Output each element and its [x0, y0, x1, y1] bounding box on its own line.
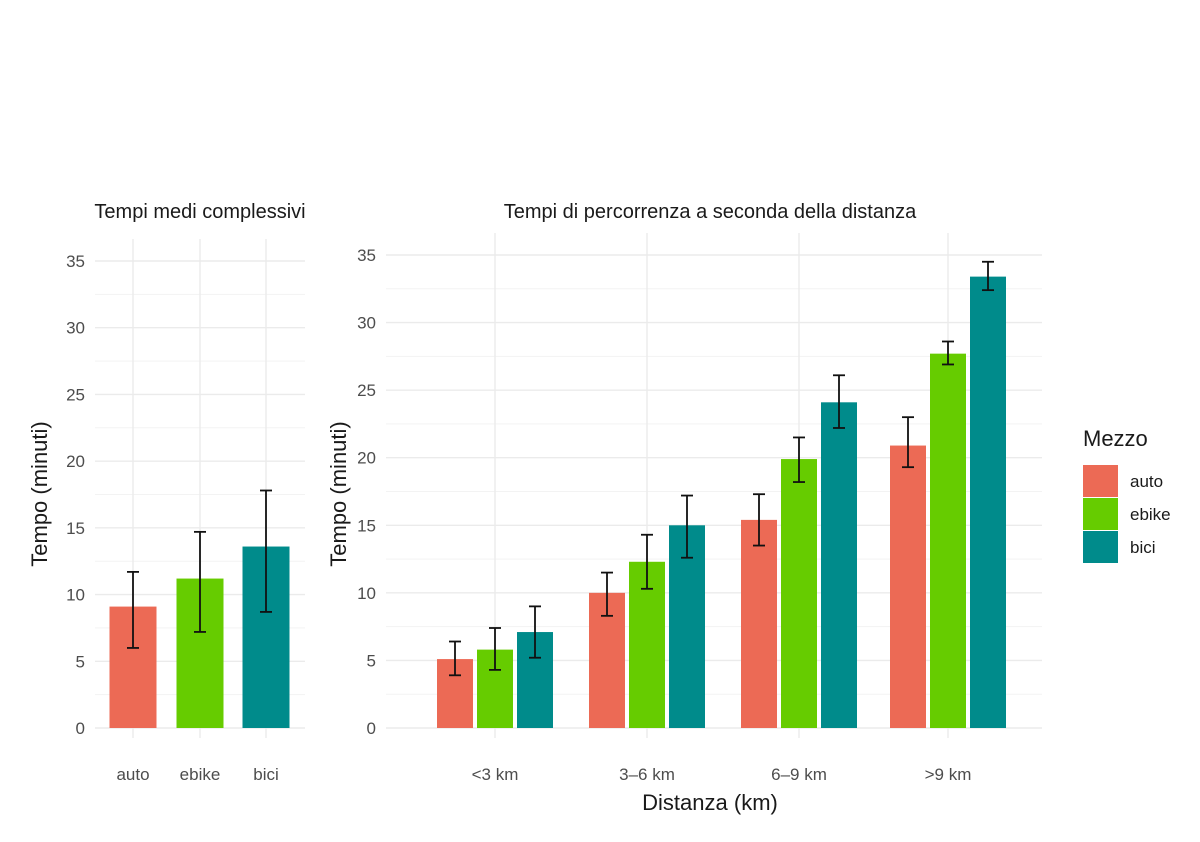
left-y-axis-title: Tempo (minuti): [27, 421, 52, 566]
legend-swatch-auto: [1083, 465, 1118, 497]
right-auto-error-bar: [449, 640, 461, 677]
right-bici-error-bar: [529, 605, 541, 659]
right-y-tick-label: 30: [357, 314, 376, 333]
right-ebike-error-bar: [793, 436, 805, 483]
right-y-tick-label: 0: [367, 719, 376, 738]
right-x-tick-label: 3–6 km: [619, 765, 675, 784]
left-y-tick-label: 5: [76, 652, 85, 671]
right-bici-error-bar: [982, 260, 994, 292]
bar-bici-group-1: [669, 525, 705, 728]
right-y-tick-label: 20: [357, 449, 376, 468]
left-y-tick-label: 0: [76, 719, 85, 738]
bar-ebike-group-2: [781, 459, 817, 728]
right-panel: Tempi di percorrenza a seconda della dis…: [326, 201, 1042, 815]
right-x-tick-label: >9 km: [925, 765, 972, 784]
right-ebike-error-bar: [641, 533, 653, 590]
right-chart-title: Tempi di percorrenza a seconda della dis…: [504, 201, 917, 223]
left-ebike-error-bar: [194, 530, 206, 633]
left-y-tick-label: 30: [66, 319, 85, 338]
right-auto-error-bar: [902, 416, 914, 469]
left-chart-title: Tempi medi complessivi: [94, 201, 305, 223]
right-y-axis-title: Tempo (minuti): [326, 421, 351, 566]
left-panel: Tempi medi complessivi Tempo (minuti) 0 5…: [27, 201, 306, 784]
left-x-tick-label: ebike: [180, 765, 221, 784]
right-ebike-error-bar: [942, 340, 954, 366]
bar-bici-group-2: [821, 402, 857, 728]
right-auto-error-bar: [601, 571, 613, 617]
right-y-tick-label: 25: [357, 381, 376, 400]
legend-label-ebike: ebike: [1130, 505, 1171, 524]
bar-auto-group-3: [890, 445, 926, 728]
legend-swatch-ebike: [1083, 498, 1118, 530]
right-y-tick-label: 10: [357, 584, 376, 603]
right-x-axis-title: Distanza (km): [642, 790, 778, 815]
right-ebike-error-bar: [489, 627, 501, 671]
left-y-tick-label: 15: [66, 519, 85, 538]
right-x-tick-label: <3 km: [472, 765, 519, 784]
left-x-tick-label: auto: [116, 765, 149, 784]
right-y-tick-label: 15: [357, 516, 376, 535]
right-bici-error-bar: [833, 374, 845, 429]
bar-auto-group-2: [741, 519, 777, 728]
right-y-tick-label: 35: [357, 246, 376, 265]
right-x-tick-label: 6–9 km: [771, 765, 827, 784]
right-bici-error-bar: [681, 494, 693, 559]
left-x-tick-label: bici: [253, 765, 279, 784]
legend-label-bici: bici: [1130, 538, 1156, 557]
legend-swatch-bici: [1083, 531, 1118, 563]
bar-bici-group-3: [970, 276, 1006, 728]
legend-label-auto: auto: [1130, 472, 1163, 491]
right-y-tick-label: 5: [367, 651, 376, 670]
left-y-tick-label: 10: [66, 586, 85, 605]
left-y-tick-label: 25: [66, 385, 85, 404]
left-y-tick-label: 20: [66, 452, 85, 471]
left-auto-error-bar: [127, 570, 139, 649]
left-y-tick-label: 35: [66, 252, 85, 271]
legend-title: Mezzo: [1083, 426, 1148, 451]
left-bici-error-bar: [260, 489, 272, 613]
bar-ebike-group-3: [930, 353, 966, 728]
right-auto-error-bar: [753, 493, 765, 547]
legend: Mezzo auto ebike bici: [1083, 426, 1171, 563]
